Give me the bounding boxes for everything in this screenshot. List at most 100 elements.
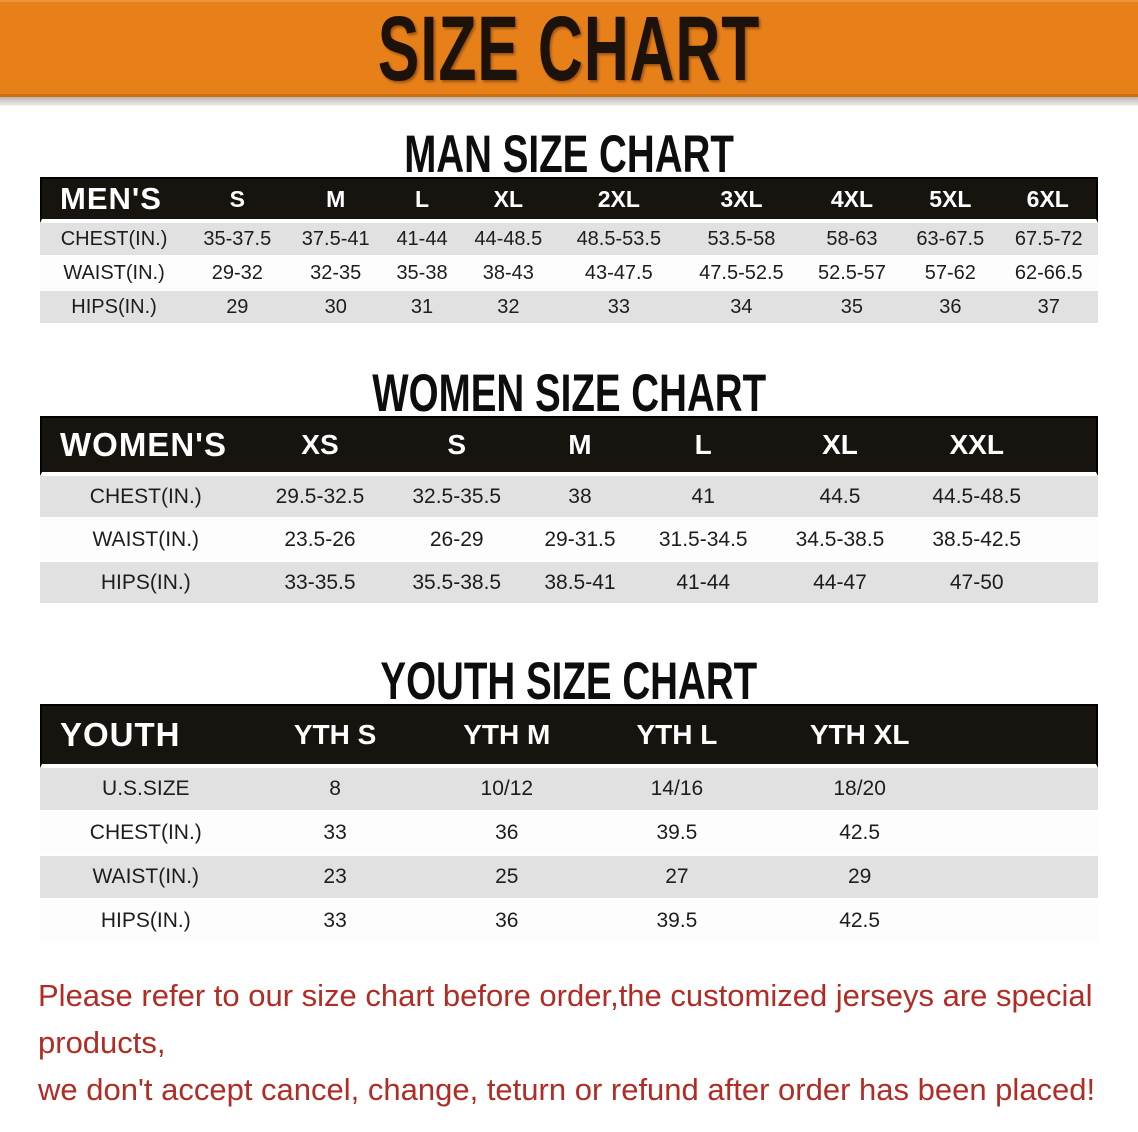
size-value-cell: 14/16	[595, 768, 759, 812]
size-value-cell: 30	[286, 291, 385, 325]
youth-section-heading: YOUTH SIZE CHART	[0, 650, 1138, 711]
footer-notice: Please refer to our size chart before or…	[0, 972, 1138, 1113]
size-value-cell: 52.5-57	[802, 257, 902, 291]
size-value-cell: 33	[557, 291, 681, 325]
size-value-cell: 37	[999, 291, 1098, 325]
size-value-cell: 29-32	[188, 257, 287, 291]
size-column-header: XS	[251, 416, 389, 476]
size-value-cell: 23.5-26	[251, 519, 389, 562]
size-value-cell: 41-44	[634, 562, 772, 605]
measurement-row-label: CHEST(IN.)	[40, 476, 252, 519]
size-value-cell: 47-50	[908, 562, 1046, 605]
size-value-cell: 38	[525, 476, 635, 519]
size-value-cell: 32	[459, 291, 558, 325]
size-value-cell: 36	[901, 291, 1000, 325]
size-value-cell: 29	[758, 856, 961, 900]
measurement-row-label: CHEST(IN.)	[40, 223, 189, 257]
size-chart-content: MAN SIZE CHART MEN'S S M L XL 2XL 3XL 4XL 5XL 6XL…	[0, 123, 1138, 1113]
size-column-header: YTH XL	[758, 704, 961, 768]
notice-line-2: we don't accept cancel, change, teturn o…	[38, 1072, 1096, 1107]
size-value-cell: 53.5-58	[680, 223, 803, 257]
size-column-header: M	[525, 416, 635, 476]
measurement-row: CHEST(IN.) 33 36 39.5 42.5	[40, 812, 1098, 856]
table-group-label: YOUTH	[40, 704, 252, 768]
women-section-heading-text: WOMEN SIZE CHART	[372, 362, 766, 423]
row-filler-cell	[960, 812, 1098, 856]
size-value-cell: 38-43	[459, 257, 558, 291]
measurement-row-label: WAIST(IN.)	[40, 257, 189, 291]
size-column-header: XXL	[908, 416, 1046, 476]
size-value-cell: 35	[802, 291, 902, 325]
header-filler-cell	[960, 704, 1098, 768]
size-value-cell: 41-44	[384, 223, 460, 257]
size-column-header: M	[286, 177, 385, 223]
header-filler-cell	[1045, 416, 1098, 476]
size-value-cell: 36	[418, 812, 595, 856]
size-value-cell: 32-35	[286, 257, 385, 291]
measurement-row: HIPS(IN.) 29 30 31 32 33 34 35 36 37	[40, 291, 1098, 325]
size-column-header: XL	[771, 416, 909, 476]
size-value-cell: 35-37.5	[188, 223, 287, 257]
table-header-row: YOUTH YTH S YTH M YTH L YTH XL	[40, 704, 1098, 768]
table-header-row: WOMEN'S XS S M L XL XXL	[40, 416, 1098, 476]
size-value-cell: 23	[251, 856, 419, 900]
size-column-header: L	[384, 177, 460, 223]
size-value-cell: 29	[188, 291, 287, 325]
men-section-heading-text: MAN SIZE CHART	[404, 123, 734, 184]
size-value-cell: 47.5-52.5	[680, 257, 803, 291]
size-value-cell: 38.5-41	[525, 562, 635, 605]
size-value-cell: 8	[251, 768, 419, 812]
table-header-row: MEN'S S M L XL 2XL 3XL 4XL 5XL 6XL	[40, 177, 1098, 223]
size-value-cell: 57-62	[901, 257, 1000, 291]
banner-title: SIZE CHART	[377, 0, 761, 100]
size-value-cell: 29-31.5	[525, 519, 635, 562]
women-section-heading: WOMEN SIZE CHART	[0, 362, 1138, 423]
size-column-header: YTH L	[595, 704, 759, 768]
size-column-header: 6XL	[999, 177, 1098, 223]
size-value-cell: 26-29	[388, 519, 526, 562]
size-value-cell: 34	[680, 291, 803, 325]
measurement-row: WAIST(IN.) 23.5-26 26-29 29-31.5 31.5-34.5 34…	[40, 519, 1098, 562]
row-filler-cell	[1045, 476, 1098, 519]
row-filler-cell	[960, 768, 1098, 812]
measurement-row: U.S.SIZE 8 10/12 14/16 18/20	[40, 768, 1098, 812]
size-column-header: 4XL	[802, 177, 902, 223]
table-body: U.S.SIZE 8 10/12 14/16 18/20 CHEST(IN.) 33 36 39…	[40, 768, 1098, 944]
size-value-cell: 32.5-35.5	[388, 476, 526, 519]
men-section-heading: MAN SIZE CHART	[0, 123, 1138, 184]
size-value-cell: 63-67.5	[901, 223, 1000, 257]
size-value-cell: 33	[251, 900, 419, 944]
size-value-cell: 31	[384, 291, 460, 325]
size-value-cell: 35.5-38.5	[388, 562, 526, 605]
table-head: YOUTH YTH S YTH M YTH L YTH XL	[40, 704, 1098, 768]
size-value-cell: 62-66.5	[999, 257, 1098, 291]
size-value-cell: 39.5	[595, 900, 759, 944]
size-column-header: 5XL	[901, 177, 1000, 223]
size-column-header: YTH M	[418, 704, 595, 768]
women-size-table: WOMEN'S XS S M L XL XXL CHEST(IN.) 29.5-32.5 32.5…	[40, 416, 1098, 605]
measurement-row-label: CHEST(IN.)	[40, 812, 252, 856]
table-head: MEN'S S M L XL 2XL 3XL 4XL 5XL 6XL	[40, 177, 1098, 223]
banner-shadow-divider	[0, 97, 1138, 106]
size-value-cell: 39.5	[595, 812, 759, 856]
size-value-cell: 10/12	[418, 768, 595, 812]
size-value-cell: 43-47.5	[557, 257, 681, 291]
measurement-row-label: WAIST(IN.)	[40, 856, 252, 900]
size-value-cell: 42.5	[758, 812, 961, 856]
men-size-table: MEN'S S M L XL 2XL 3XL 4XL 5XL 6XL CHEST(IN.) 35-37…	[40, 177, 1098, 325]
men-size-section: MAN SIZE CHART MEN'S S M L XL 2XL 3XL 4XL 5XL 6XL…	[0, 123, 1138, 325]
table-group-label: WOMEN'S	[40, 416, 252, 476]
youth-section-heading-text: YOUTH SIZE CHART	[380, 650, 758, 711]
size-value-cell: 31.5-34.5	[634, 519, 772, 562]
size-column-header: YTH S	[251, 704, 419, 768]
measurement-row: HIPS(IN.) 33-35.5 35.5-38.5 38.5-41 41-44 44-…	[40, 562, 1098, 605]
size-column-header: 3XL	[680, 177, 803, 223]
size-value-cell: 29.5-32.5	[251, 476, 389, 519]
size-value-cell: 33	[251, 812, 419, 856]
size-value-cell: 34.5-38.5	[771, 519, 909, 562]
size-value-cell: 44.5	[771, 476, 909, 519]
women-size-section: WOMEN SIZE CHART WOMEN'S XS S M L XL XXL CHEST(…	[0, 362, 1138, 605]
size-value-cell: 58-63	[802, 223, 902, 257]
table-body: CHEST(IN.) 35-37.5 37.5-41 41-44 44-48.5 48.5…	[40, 223, 1098, 325]
